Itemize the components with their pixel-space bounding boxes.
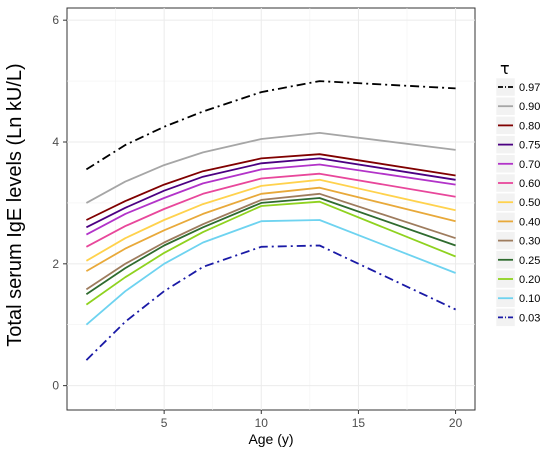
legend-label: 0.10 [519, 293, 540, 305]
series-line-0.03 [85, 244, 456, 361]
y-axis-title: Total serum IgE levels (Ln kU/L) [4, 63, 26, 346]
legend-label: 0.50 [519, 197, 540, 209]
y-tick-label: 6 [52, 13, 59, 27]
series-line-0.60 [85, 172, 456, 248]
series-line-0.97 [85, 80, 456, 171]
legend-title: τ [500, 59, 510, 78]
legend-label: 0.25 [519, 255, 540, 267]
legend-label: 0.90 [519, 101, 540, 113]
plot-panel [66, 7, 476, 411]
legend-label: 0.03 [519, 312, 540, 324]
legend-label: 0.30 [519, 236, 540, 248]
legend-label: 0.80 [519, 120, 540, 132]
series-line-0.50 [85, 178, 456, 262]
legend: τ 0.97 0.90 0.80 0.75 0.70 0.60 0.50 0.40 0.30 0.… [495, 59, 540, 327]
legend-label: 0.20 [519, 274, 540, 286]
series-line-0.25 [85, 197, 456, 296]
series-line-0.20 [85, 200, 456, 306]
series-line-0.10 [85, 219, 456, 326]
x-tick-label: 5 [161, 416, 168, 430]
series-line-0.40 [85, 186, 456, 272]
series-line-0.80 [86, 153, 456, 221]
x-tick-label: 15 [352, 416, 366, 430]
x-axis-title: Age (y) [248, 431, 293, 447]
legend-label: 0.75 [519, 140, 540, 152]
legend-label: 0.40 [519, 216, 540, 228]
series-line-0.90 [85, 131, 456, 204]
x-tick-label: 10 [255, 416, 269, 430]
y-tick-label: 0 [52, 379, 59, 393]
y-tick-label: 2 [52, 257, 59, 271]
legend-label: 0.97 [519, 82, 540, 94]
axis-ticks: 5 10 15 20 0 2 4 6 [52, 13, 462, 430]
y-tick-label: 4 [52, 135, 59, 149]
series-line-0.75 [85, 157, 456, 229]
legend-label: 0.60 [519, 178, 540, 190]
series-line-0.70 [85, 163, 456, 236]
x-tick-label: 20 [449, 416, 463, 430]
series-lines [85, 80, 456, 361]
legend-label: 0.70 [519, 159, 540, 171]
series-line-0.30 [85, 192, 456, 291]
